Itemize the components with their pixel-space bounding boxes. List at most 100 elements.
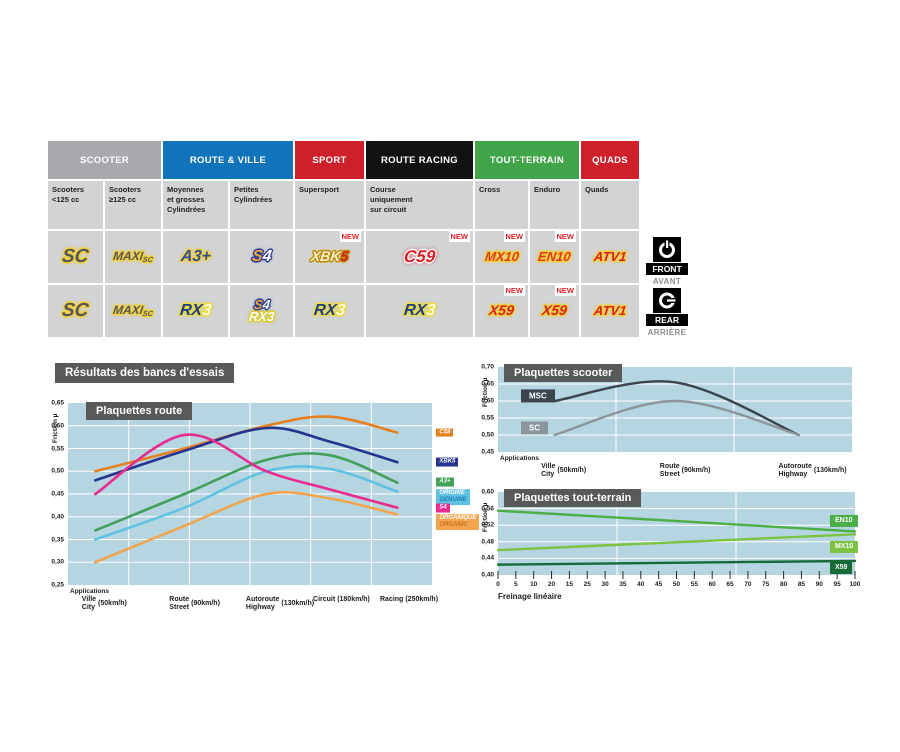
x-tick-label: 55 [690,581,698,588]
legend-xbk5: XBK5 [436,457,459,467]
x-stop-label-racing: Racing (250km/h) [380,596,438,604]
x-stop-label-route: Route Street (90km/h) [660,463,711,478]
table-subheader-cell-8: Enduro [530,181,579,229]
product-cell-rear-9: ATV1 [581,285,639,337]
x-tick-label: 25 [583,581,591,588]
x-tick-label: 95 [833,581,841,588]
legend-c59: C59 [436,428,454,438]
y-tick-label: 0,50 [481,431,494,439]
table-subheader-cell-6: Course uniquement sur circuit [366,181,473,229]
logo-rx3: RX3 [312,302,347,320]
y-tick-label: 0,55 [51,445,64,452]
x-tick-label: 0 [496,581,500,588]
logo-mx10: MX10 [483,248,520,264]
x-tick-label: 5 [514,581,518,588]
legend-origine: ORIGINE GENUINE [436,488,470,505]
y-tick-label: 0,30 [51,558,64,566]
chart-offroad: 0 5 10 20 15 25 30 35 40 45 50 55 60 65 70 75 80 85 90 95 10… [470,486,900,614]
legend-sc: SC [521,421,549,435]
stop-fr: Ville [541,463,556,470]
logo-x59: X59 [488,302,516,319]
y-tick-label: 0,60 [51,422,64,430]
x-tick-label: 50 [672,581,681,588]
y-tick-label: 0,52 [481,521,494,529]
y-tick-label: 0,35 [51,536,64,543]
front-position-block: FRONT AVANT [646,237,688,286]
stop-fr: Route [169,596,190,603]
logo-rx3: RX3 [402,302,437,320]
series-line-a3 [94,452,399,532]
legend-organique: ORGANIQUE ORGANIC [436,514,480,531]
stop-speed: (180km/h) [337,596,370,604]
product-cell-front-4: S4 [230,231,293,283]
stop-speed: (50km/h) [98,600,127,608]
x-stop-label-ville: Ville City (50km/h) [541,463,586,478]
stop-fr: Autoroute [778,463,812,470]
table-subheader-cell-7: Cross [475,181,528,229]
stop-en: Highway [245,603,275,611]
y-tick-label: 0,40 [481,571,494,579]
table-header-row: SCOOTER ROUTE & VILLE SPORT ROUTE RACING TOU… [48,141,639,179]
product-cell-front-6: NEW C59 [366,231,473,283]
y-tick-label: 0,65 [51,399,64,407]
x-tick-label: 10 [530,581,538,588]
stop-speed: (90km/h) [681,467,711,475]
product-cell-front-1: SC [48,231,103,283]
stop-speed: (130km/h) [281,600,315,608]
table-body: Scooters <125 cc Scooters ≥125 cc Moyennes… [48,181,639,337]
header-group-route-ville: ROUTE & VILLE [163,141,293,179]
stop-speed: (130km/h) [813,467,847,475]
stop-fr: Circuit [313,596,336,603]
logo-rx3w: RX3 [248,309,276,324]
header-group-route-racing: ROUTE RACING [366,141,473,179]
chart-title-route: Plaquettes route [86,402,193,420]
y-tick-label: 0,50 [51,467,64,475]
x-axis-caption: Applications [500,455,540,462]
chart-scooter: 0,70 0,65 0,60 0,55 0,50 0,45 Friction µ Applic… [470,360,896,480]
x-tick-label: 65 [726,581,734,588]
results-title: Résultats des bancs d'essais [55,363,235,383]
series-line-organique [94,491,399,564]
product-cell-front-2: MAXISC [105,231,161,283]
stop-speed: (50km/h) [557,467,587,475]
product-cell-rear-7: NEW X59 [475,285,528,337]
new-badge: NEW [554,285,576,297]
y-tick-label: 0,40 [51,513,64,521]
x-stop-label-route: Route Street (90km/h) [169,596,220,611]
stop-fr: Ville [81,596,97,603]
front-brake-disc-icon [653,237,681,262]
product-cell-rear-5: RX3 [295,285,364,337]
series-line-c59 [94,415,399,473]
logo-sc: SC [61,299,91,321]
table-subheader-cell-4: Petites Cylindrées [230,181,293,229]
x-tick-label: 80 [779,581,788,588]
x-stop-label-autoroute: Autoroute Highway (130km/h) [778,463,846,478]
header-group-tout-terrain: TOUT-TERRAIN [475,141,579,179]
product-cell-rear-3: RX3 [163,285,228,337]
y-axis-label: Friction µ [482,502,489,532]
y-tick-label: 0,60 [481,488,494,496]
x-stop-label-autoroute: Autoroute Highway (130km/h) [246,596,314,611]
rear-label-fr: ARRIÈRE [647,328,687,337]
table-subheader-cell-3: Moyennes et grosses Cylindrées [163,181,228,229]
x-tick-label: 90 [815,581,823,588]
header-group-scooter: SCOOTER [48,141,161,179]
stop-en: Street [169,603,190,611]
product-cell-front-3: A3+ [163,231,228,283]
y-tick-label: 0,45 [51,490,64,498]
rear-brake-disc-icon [653,288,681,313]
logo-a3plus: A3+ [179,248,212,266]
x-axis-label: Freinage linéaire [498,592,562,601]
product-cell-front-9: ATV1 [581,231,639,283]
stop-en: City [81,603,96,611]
product-cell-rear-8: NEW X59 [530,285,579,337]
logo-maxisc: MAXISC [112,302,154,318]
header-group-sport: SPORT [295,141,364,179]
y-tick-label: 0,70 [481,363,494,371]
legend-x59: X59 [830,562,853,575]
y-tick-label: 0,65 [481,380,494,388]
logo-x59: X59 [541,302,569,319]
x-axis-caption: Applications [70,588,110,595]
stop-en: Street [659,470,680,478]
stop-fr: Racing [379,596,404,603]
